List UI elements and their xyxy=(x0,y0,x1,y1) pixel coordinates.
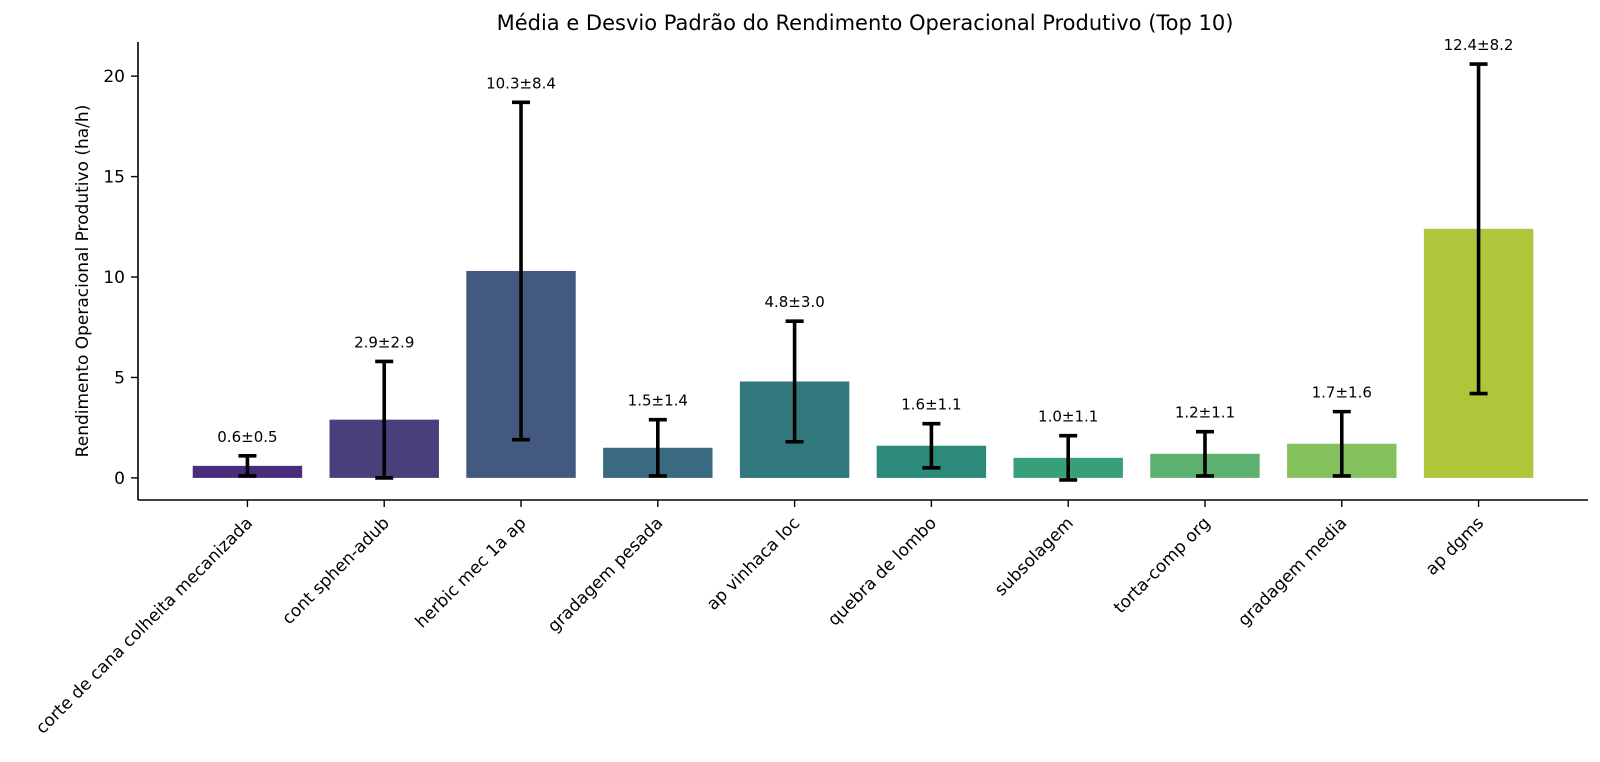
y-ticks-group: 0 5 10 15 20 xyxy=(103,67,138,489)
x-tick-label: ap vinhaca loc xyxy=(703,513,804,614)
x-tick-label: cont sphen-adub xyxy=(278,513,393,628)
y-tick-label: 15 xyxy=(103,168,125,188)
error-bar-2 xyxy=(375,359,394,480)
error-bar-5 xyxy=(785,319,804,444)
x-tick-label: corte de cana colheita mecanizada xyxy=(32,513,257,738)
data-label: 1.5±1.4 xyxy=(628,392,688,410)
x-ticks-group: corte de cana colheita mecanizada cont sp… xyxy=(32,500,1488,738)
y-tick-label: 5 xyxy=(114,368,125,388)
error-bar-7 xyxy=(1059,433,1078,482)
error-bar-3 xyxy=(512,100,531,442)
error-bar-4 xyxy=(648,417,667,478)
x-tick-label: gradagem media xyxy=(1234,513,1351,630)
x-tick-label: herbic mec 1a ap xyxy=(412,513,531,632)
data-label: 4.8±3.0 xyxy=(764,293,824,311)
x-tick-label: quebra de lombo xyxy=(824,513,941,630)
data-label: 2.9±2.9 xyxy=(354,333,414,351)
data-label: 10.3±8.4 xyxy=(486,74,556,92)
x-tick-label: gradagem pesada xyxy=(544,513,667,636)
x-tick-label: torta-comp org xyxy=(1110,513,1214,617)
data-label: 1.0±1.1 xyxy=(1038,408,1098,426)
chart-title: Média e Desvio Padrão do Rendimento Oper… xyxy=(497,11,1234,35)
y-tick-label: 10 xyxy=(103,268,125,288)
error-bar-1 xyxy=(238,454,257,478)
data-label: 1.2±1.1 xyxy=(1175,404,1235,422)
x-tick-label: ap dgms xyxy=(1422,513,1488,579)
error-bar-9 xyxy=(1332,409,1351,478)
data-label: 1.6±1.1 xyxy=(901,396,961,414)
data-labels-group: 0.6±0.5 2.9±2.9 10.3±8.4 1.5±1.4 4.8±3.0 1.6±… xyxy=(217,36,1513,446)
y-axis-label: Rendimento Operacional Produtivo (ha/h) xyxy=(73,105,93,458)
error-bars-group xyxy=(238,62,1488,482)
error-bar-6 xyxy=(922,421,941,470)
x-tick-label: subsolagem xyxy=(991,513,1078,600)
data-label: 1.7±1.6 xyxy=(1312,384,1372,402)
y-tick-label: 20 xyxy=(103,67,125,87)
error-bar-8 xyxy=(1195,429,1214,478)
data-label: 12.4±8.2 xyxy=(1444,36,1514,54)
data-label: 0.6±0.5 xyxy=(217,428,277,446)
error-bar-10 xyxy=(1469,62,1488,396)
bars-group xyxy=(192,228,1534,478)
y-tick-label: 0 xyxy=(114,469,125,489)
